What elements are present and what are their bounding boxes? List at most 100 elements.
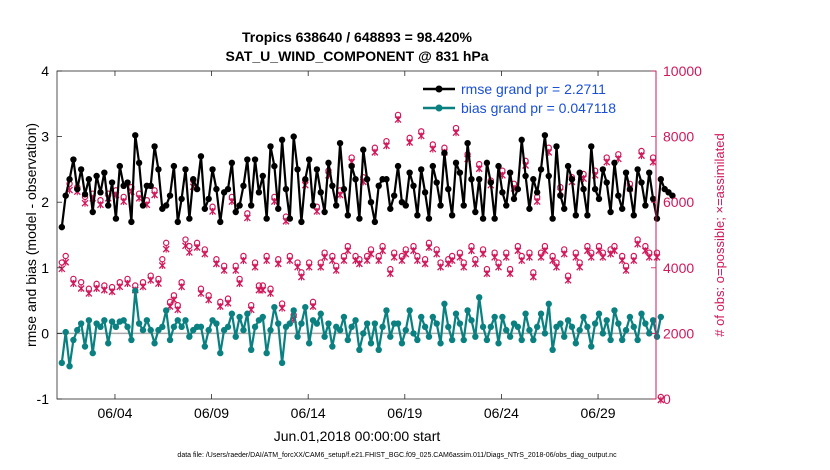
rmse-point [445,185,452,193]
bias-point [174,317,181,324]
obs-assimilated-marker [100,286,108,294]
rmse-point [325,159,332,167]
bias-point [418,313,425,321]
obs-assimilated-marker [97,201,104,209]
obs-possible-marker [159,256,166,263]
bias-point [518,336,525,344]
rmse-point [101,169,108,176]
x-axis-ticks: 06/04 06/09 06/14 06/19 06/24 06/29 [97,71,616,421]
rmse-point [483,159,491,167]
bias-point [89,349,96,357]
obs-possible-marker [58,259,66,266]
bias-point [441,300,448,308]
bias-point [634,336,641,344]
rmse-point [278,136,286,144]
rmse-point [618,205,626,212]
bias-point [437,340,444,347]
rmse-point [649,195,657,203]
obs-assimilated-marker [645,253,653,261]
obs-assimilated-marker [386,270,394,278]
rmse-point [240,182,247,189]
obs-assimilated-marker [363,257,371,265]
obs-assimilated-marker [390,253,398,261]
rmse-point [429,162,437,170]
bias-point [363,320,371,327]
data-file-footnote: data file: /Users/raeder/DAI/ATM_forcXX/… [177,452,617,459]
bias-point [615,320,622,327]
bias-point [638,310,645,317]
bias-point [170,323,178,331]
bias-point [618,336,626,344]
obs-assimilated-marker [116,283,124,291]
y-axis-ticks: -1 0 1 2 3 4 [37,63,62,407]
obs-assimilated-marker [452,129,460,137]
rmse-point [201,205,209,212]
rmse-point [275,205,282,212]
obs-assimilated-marker [371,148,379,156]
bias-point [132,287,139,294]
rmse-point [217,218,224,226]
rmse-point [360,146,367,153]
rmse-point [433,179,440,186]
rmse-point [622,169,630,176]
bias-point [607,336,614,344]
rmse-point [518,136,525,144]
obs-assimilated-marker [460,263,468,271]
rmse-point [363,176,371,183]
bias-point [329,343,336,350]
rmse-point [174,218,181,226]
rmse-point [487,179,494,186]
bias-point [344,336,352,344]
rmse-point [255,189,263,196]
bias-point [483,336,491,344]
bias-point [271,303,278,311]
rmse-point [437,202,444,209]
bias-point [120,317,127,324]
obs-possible-marker [186,242,193,250]
obs-assimilated-marker [313,207,321,215]
bias-point [298,320,305,327]
bias-point [247,346,255,353]
obs-assimilated-marker [220,266,228,274]
y-right-tick-label: 8000 [663,129,694,145]
obs-assimilated-marker [274,260,282,268]
rmse-point [162,202,170,209]
rmse-point [371,218,379,226]
bias-point [406,307,413,314]
bias-point [224,323,232,331]
bias-point [108,318,116,325]
bias-point [545,300,552,308]
bias-point [74,326,81,334]
bias-point [599,330,607,337]
x-tick-label: 06/04 [97,405,132,421]
obs-assimilated-marker [618,257,626,265]
rmse-point [549,215,556,222]
bias-point [630,323,637,331]
rmse-point [460,202,467,209]
obs-assimilated-marker [603,158,611,166]
rmse-point [356,215,363,222]
bias-point [410,330,417,337]
x-axis-label: Jun.01,2018 00:00:00 start [274,428,441,444]
rmse-point [553,143,560,150]
bias-point [394,320,402,327]
rmse-point [205,195,212,203]
bias-point [503,326,510,334]
rmse-point [244,156,251,163]
bias-point [201,343,209,350]
bias-point [205,326,212,334]
rmse-point [89,208,96,216]
bias-point [228,310,236,317]
obs-assimilated-marker [599,253,607,261]
obs-assimilated-marker [344,247,352,255]
obs-assimilated-marker [147,276,155,284]
bias-point [568,323,576,331]
obs-assimilated-marker [638,152,645,160]
rmse-point [375,182,382,189]
bias-point [81,343,89,350]
rmse-point [456,169,464,176]
rmse-point [603,179,610,186]
bias-point [479,323,487,331]
y-axis-right-ticks: 0 2000 4000 6000 8000 10000 [651,63,702,407]
bias-point [584,323,591,331]
